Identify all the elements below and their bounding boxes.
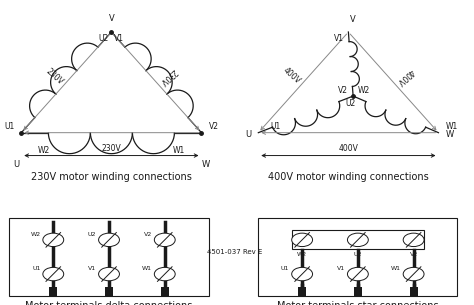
Text: 230V: 230V — [101, 144, 121, 153]
Text: 230V motor winding connections: 230V motor winding connections — [31, 172, 192, 182]
Circle shape — [292, 267, 312, 281]
Text: V1: V1 — [337, 266, 345, 271]
Text: W1: W1 — [173, 146, 185, 156]
Text: V2: V2 — [144, 232, 152, 237]
Text: W2: W2 — [297, 252, 307, 257]
Text: 4501-037 Rev E: 4501-037 Rev E — [207, 249, 262, 255]
Text: V1: V1 — [334, 34, 344, 43]
Bar — [105, 286, 113, 296]
Text: U2: U2 — [354, 252, 362, 257]
Bar — [298, 286, 306, 296]
Text: W1: W1 — [446, 122, 458, 131]
Text: V1: V1 — [88, 266, 96, 271]
Bar — [161, 286, 169, 296]
Text: V1: V1 — [114, 34, 124, 43]
Text: W2: W2 — [38, 146, 50, 156]
Text: V: V — [109, 14, 114, 23]
Text: 230V: 230V — [44, 66, 65, 86]
Circle shape — [155, 233, 175, 246]
Text: W2: W2 — [358, 85, 370, 95]
Text: U2: U2 — [88, 232, 96, 237]
Text: W1: W1 — [391, 266, 401, 271]
Bar — [410, 286, 418, 296]
Text: 230V: 230V — [158, 66, 179, 86]
Text: Motor terminals delta connections: Motor terminals delta connections — [25, 301, 193, 305]
Bar — [258, 218, 457, 296]
Text: 400V motor winding connections: 400V motor winding connections — [268, 172, 429, 182]
Circle shape — [43, 267, 64, 281]
Bar — [354, 286, 362, 296]
Text: U1: U1 — [4, 122, 14, 131]
Text: V2: V2 — [209, 122, 219, 131]
Text: V2: V2 — [410, 252, 418, 257]
Text: U1: U1 — [281, 266, 289, 271]
Circle shape — [99, 267, 119, 281]
Circle shape — [43, 233, 64, 246]
Bar — [49, 286, 57, 296]
Circle shape — [403, 267, 424, 281]
Text: U1: U1 — [32, 266, 40, 271]
Text: Motor terminals star connections: Motor terminals star connections — [277, 301, 438, 305]
Text: W: W — [202, 160, 210, 169]
Circle shape — [155, 267, 175, 281]
Bar — [9, 218, 209, 296]
Text: 400V: 400V — [338, 144, 358, 153]
Text: U2: U2 — [346, 99, 356, 108]
Text: U2: U2 — [99, 34, 109, 43]
Text: U1: U1 — [270, 122, 281, 131]
Text: 400V: 400V — [395, 66, 416, 86]
Circle shape — [99, 233, 119, 246]
Bar — [292, 231, 424, 249]
Text: 400V: 400V — [281, 66, 302, 86]
Circle shape — [347, 233, 368, 246]
Text: W2: W2 — [30, 232, 40, 237]
Text: U: U — [14, 160, 19, 169]
Circle shape — [292, 233, 312, 246]
Circle shape — [403, 233, 424, 246]
Text: U: U — [245, 130, 251, 139]
Text: V: V — [350, 15, 356, 24]
Text: V2: V2 — [338, 85, 348, 95]
Circle shape — [347, 267, 368, 281]
Text: W1: W1 — [142, 266, 152, 271]
Text: W: W — [446, 130, 454, 139]
